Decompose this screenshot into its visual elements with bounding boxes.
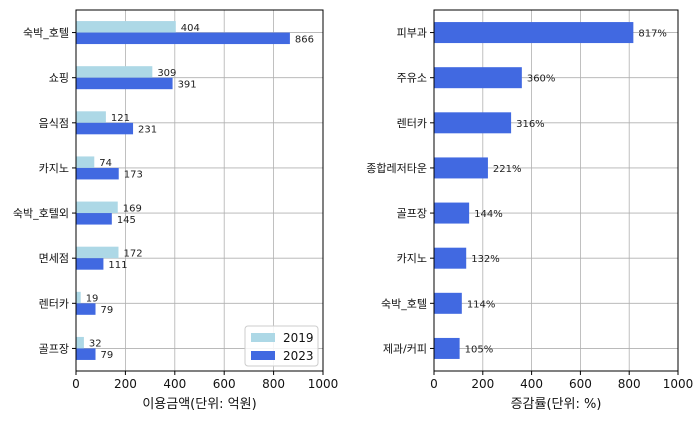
bar-value bbox=[434, 67, 522, 89]
data-label: 74 bbox=[99, 158, 112, 169]
bar-2019 bbox=[76, 21, 176, 33]
x-tick-label: 1000 bbox=[663, 377, 694, 391]
bar-2019 bbox=[76, 291, 81, 304]
bar-2023 bbox=[76, 122, 134, 135]
x-tick-label: 1000 bbox=[308, 377, 339, 391]
data-label: 111 bbox=[108, 260, 127, 271]
bar-2019 bbox=[76, 201, 118, 214]
y-tick-label: 피부과 bbox=[397, 27, 427, 40]
chart-panel-1: 404 309 121 74 169 172 19 32 866 391 231 173 145 111 7… bbox=[13, 9, 339, 412]
y-tick-label: 제과/커피 bbox=[383, 342, 427, 355]
data-label: 309 bbox=[157, 68, 176, 79]
data-label: 105% bbox=[465, 344, 494, 355]
data-label: 172 bbox=[123, 248, 142, 259]
y-tick-label: 쇼핑 bbox=[49, 72, 69, 85]
y-tick-label: 카지노 bbox=[39, 162, 69, 175]
legend-swatch bbox=[251, 333, 275, 342]
bar-value bbox=[434, 247, 467, 269]
legend: 2019 2023 bbox=[244, 325, 319, 367]
data-label: 866 bbox=[295, 34, 314, 45]
plot-frame bbox=[433, 9, 679, 372]
bar-2023 bbox=[76, 167, 119, 180]
data-label: 173 bbox=[124, 170, 143, 181]
data-label: 114% bbox=[467, 299, 496, 310]
legend-label: 2019 bbox=[283, 331, 314, 345]
bar-2023 bbox=[76, 213, 112, 225]
y-tick-label: 카지노 bbox=[397, 252, 427, 265]
y-tick-label: 골프장 bbox=[397, 207, 427, 220]
x-tick-label: 400 bbox=[520, 377, 543, 391]
y-tick-label: 종합레저타운 bbox=[366, 162, 427, 175]
bar-2023 bbox=[76, 77, 173, 90]
x-tick-label: 600 bbox=[213, 377, 236, 391]
data-label: 32 bbox=[89, 339, 102, 350]
data-label: 817% bbox=[638, 29, 667, 40]
y-tick-label: 주유소 bbox=[397, 72, 427, 85]
bar-value bbox=[434, 337, 460, 359]
bar-2019 bbox=[76, 66, 153, 78]
data-label: 221% bbox=[493, 164, 522, 175]
data-label: 19 bbox=[86, 294, 99, 305]
data-label: 316% bbox=[516, 119, 545, 130]
data-label: 169 bbox=[123, 203, 142, 214]
y-tick-label: 렌터카 bbox=[39, 297, 69, 310]
x-tick-label: 600 bbox=[569, 377, 592, 391]
y-tick-label: 렌터카 bbox=[397, 117, 427, 130]
data-label: 404 bbox=[181, 23, 200, 34]
bar-2019 bbox=[76, 156, 95, 168]
y-tick-label: 면세점 bbox=[39, 252, 69, 265]
data-label: 79 bbox=[101, 350, 114, 361]
data-label: 360% bbox=[527, 74, 556, 85]
y-tick-label: 음식점 bbox=[39, 117, 69, 130]
y-tick-label: 숙박_호텔외 bbox=[13, 207, 69, 220]
y-tick-label: 숙박_호텔 bbox=[23, 27, 69, 40]
data-label: 231 bbox=[138, 125, 157, 136]
bar-2019 bbox=[76, 111, 106, 123]
y-tick-label: 숙박_호텔 bbox=[381, 297, 427, 310]
x-tick-label: 200 bbox=[471, 377, 494, 391]
x-tick-label: 800 bbox=[618, 377, 641, 391]
bar-value bbox=[434, 22, 634, 44]
bar-2019 bbox=[76, 336, 84, 349]
bar-2023 bbox=[76, 258, 104, 270]
bar-value bbox=[434, 202, 470, 224]
chart-panel-2: 817% 360% 316% 221% 144% 132% 114% 105% 피부과주유소렌터… bbox=[366, 9, 694, 412]
data-label: 145 bbox=[117, 215, 136, 226]
bar-value bbox=[434, 157, 488, 179]
bar-2023 bbox=[76, 348, 96, 360]
x-tick-label: 200 bbox=[114, 377, 137, 391]
y-tick-label: 골프장 bbox=[39, 342, 69, 355]
x-tick-label: 0 bbox=[72, 377, 80, 391]
bar-2019 bbox=[76, 246, 119, 259]
bar-value bbox=[434, 112, 512, 134]
data-label: 144% bbox=[474, 209, 503, 220]
x-tick-label: 400 bbox=[163, 377, 186, 391]
bar-2023 bbox=[76, 303, 96, 315]
data-label: 79 bbox=[101, 305, 114, 316]
bar-value bbox=[434, 292, 462, 314]
x-axis-label: 증감률(단위: %) bbox=[511, 397, 602, 412]
plot-frame bbox=[75, 9, 324, 372]
data-label: 132% bbox=[471, 254, 500, 265]
x-tick-label: 0 bbox=[430, 377, 438, 391]
x-axis-label: 이용금액(단위: 억원) bbox=[142, 397, 256, 412]
x-tick-label: 800 bbox=[262, 377, 285, 391]
legend-swatch bbox=[251, 351, 275, 360]
legend-label: 2023 bbox=[283, 349, 314, 363]
data-label: 121 bbox=[111, 113, 130, 124]
bar-2023 bbox=[76, 32, 290, 45]
data-label: 391 bbox=[178, 79, 197, 90]
